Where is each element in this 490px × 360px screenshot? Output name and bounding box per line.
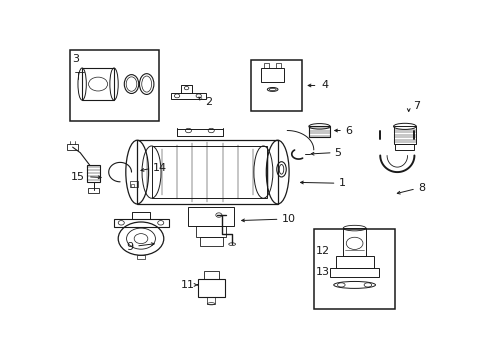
Bar <box>67 144 77 150</box>
Text: 3: 3 <box>73 54 80 64</box>
Bar <box>131 184 134 187</box>
Bar <box>88 188 99 193</box>
Text: 15: 15 <box>71 172 85 182</box>
Bar <box>114 219 169 227</box>
Bar <box>395 144 415 150</box>
Text: 2: 2 <box>206 97 213 107</box>
Bar <box>207 297 215 304</box>
Text: 5: 5 <box>335 148 342 158</box>
Bar <box>276 63 281 68</box>
Bar <box>330 268 379 276</box>
Bar <box>336 256 373 268</box>
Bar <box>198 279 224 297</box>
Bar <box>314 229 395 309</box>
Text: 7: 7 <box>413 100 420 111</box>
Bar <box>196 226 226 237</box>
Text: 6: 6 <box>345 126 352 135</box>
Bar <box>264 63 269 68</box>
Bar <box>200 237 222 246</box>
Bar <box>151 146 267 198</box>
Text: 4: 4 <box>321 81 328 90</box>
Bar <box>70 50 159 121</box>
Text: 14: 14 <box>153 163 167 174</box>
Bar <box>87 165 100 182</box>
Text: 11: 11 <box>181 280 195 290</box>
Text: 8: 8 <box>418 183 425 193</box>
Bar <box>82 68 114 100</box>
Bar <box>129 181 138 187</box>
Text: 13: 13 <box>316 266 330 276</box>
Text: 1: 1 <box>339 178 346 188</box>
Bar <box>204 271 219 279</box>
Text: 9: 9 <box>126 242 133 252</box>
Bar <box>137 255 145 260</box>
Bar <box>189 207 234 226</box>
Text: 12: 12 <box>316 247 330 256</box>
Bar <box>393 126 416 144</box>
Bar <box>309 126 330 138</box>
Bar <box>251 60 302 111</box>
Bar <box>172 93 206 99</box>
Bar <box>137 140 278 204</box>
Bar <box>261 68 284 82</box>
Text: 10: 10 <box>282 214 296 224</box>
Bar <box>343 228 366 256</box>
